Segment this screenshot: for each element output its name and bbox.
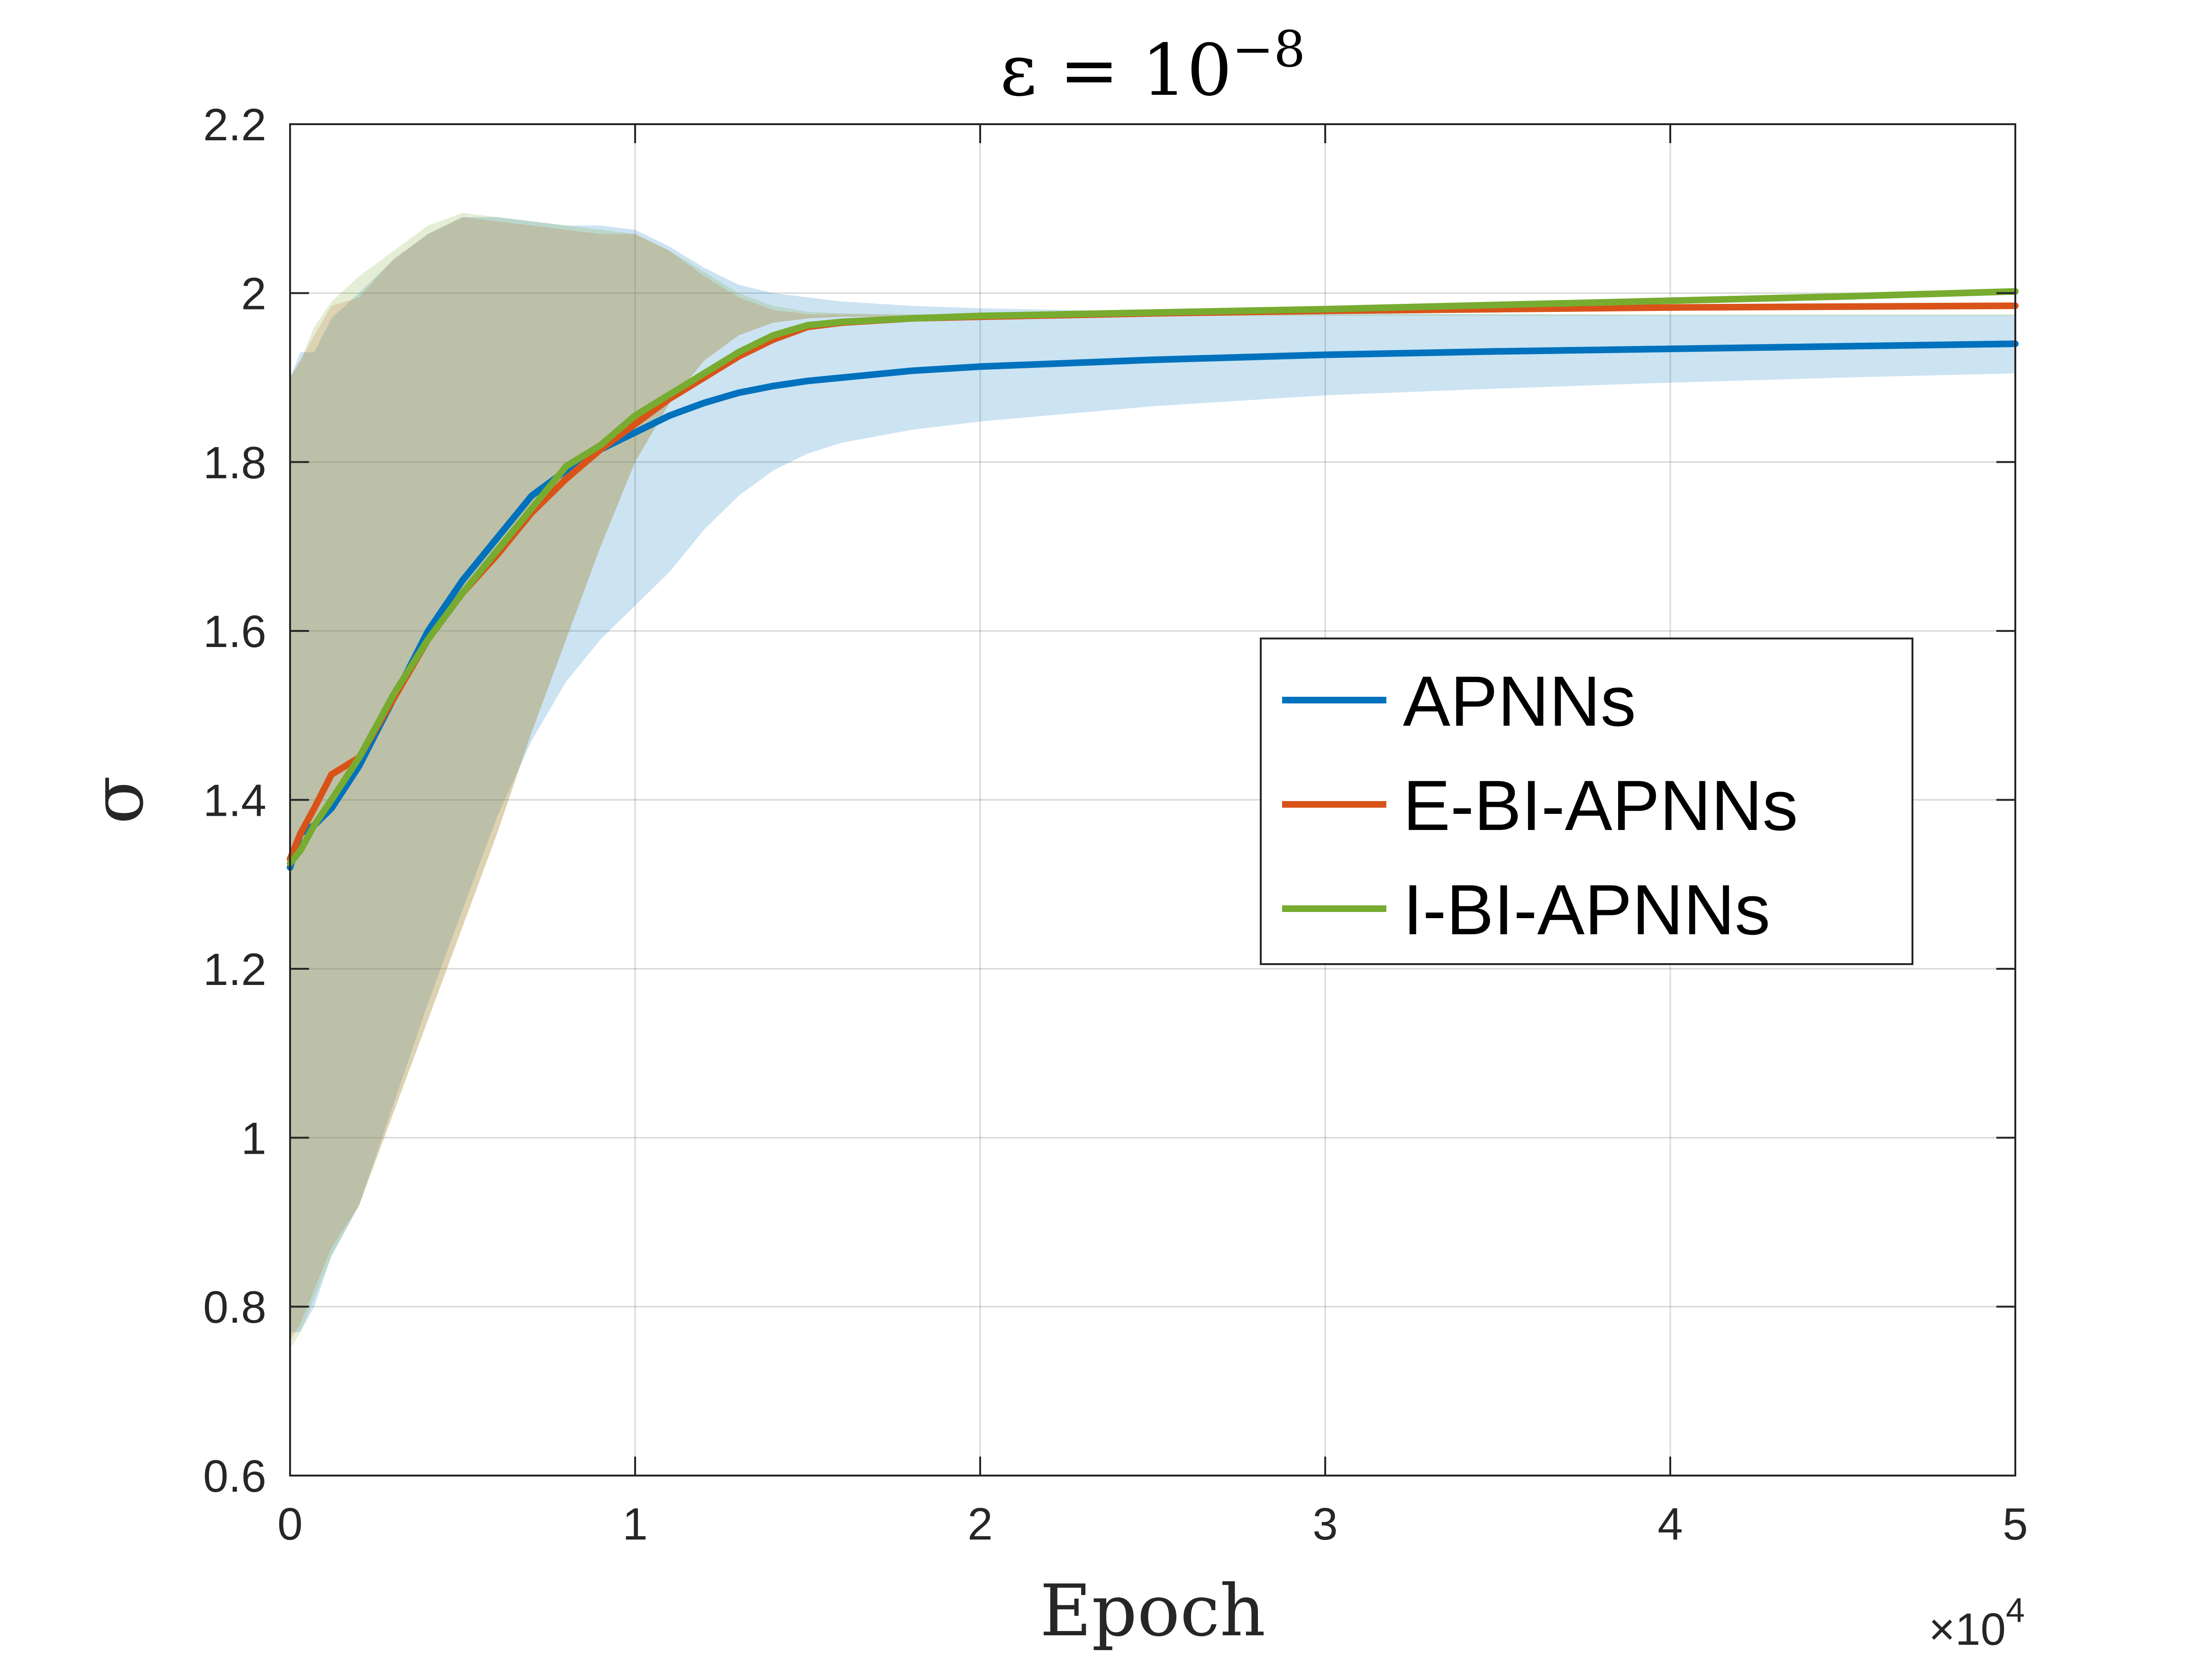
series-lines xyxy=(287,288,2019,871)
y-tick-label: 2 xyxy=(241,268,266,319)
x-tick-label: 0 xyxy=(277,1499,302,1550)
x-tick-label: 5 xyxy=(2003,1499,2028,1550)
axis-ticks: 0 1 2 3 4 5 0.6 0.8 1 1.2 1.4 1.6 1.8 2 2.2 xyxy=(203,100,2028,1550)
y-tick-label: 1.4 xyxy=(203,775,266,826)
y-tick-label: 0.8 xyxy=(203,1282,266,1333)
band-e-bi-apnns xyxy=(290,217,2015,1340)
legend-label: I-BI-APNNs xyxy=(1403,870,1770,949)
chart-title: ε = 10−8 xyxy=(1000,20,1305,112)
y-tick-label: 1.8 xyxy=(203,438,266,488)
y-axis-label: σ xyxy=(77,775,159,824)
y-tick-label: 1.6 xyxy=(203,606,266,657)
x-tick-label: 2 xyxy=(967,1499,992,1550)
legend-label: E-BI-APNNs xyxy=(1403,766,1798,845)
x-tick-label: 4 xyxy=(1657,1499,1683,1550)
line-i-bi-apnns xyxy=(287,288,2019,867)
legend-label: APNNs xyxy=(1403,661,1636,741)
y-tick-label: 2.2 xyxy=(203,100,266,150)
std-bands xyxy=(290,213,2015,1349)
x-axis-multiplier: ×104 xyxy=(1929,1592,2025,1655)
x-tick-label: 1 xyxy=(622,1499,647,1550)
y-tick-label: 0.6 xyxy=(203,1451,266,1502)
y-tick-label: 1 xyxy=(241,1113,266,1164)
band-i-bi-apnns xyxy=(290,213,2015,1349)
x-tick-label: 3 xyxy=(1312,1499,1338,1550)
y-tick-label: 1.2 xyxy=(203,944,266,995)
legend: APNNs E-BI-APNNs I-BI-APNNs xyxy=(1260,638,1913,965)
band-apnns xyxy=(290,217,2015,1332)
x-axis-label: Epoch xyxy=(1040,1570,1265,1652)
